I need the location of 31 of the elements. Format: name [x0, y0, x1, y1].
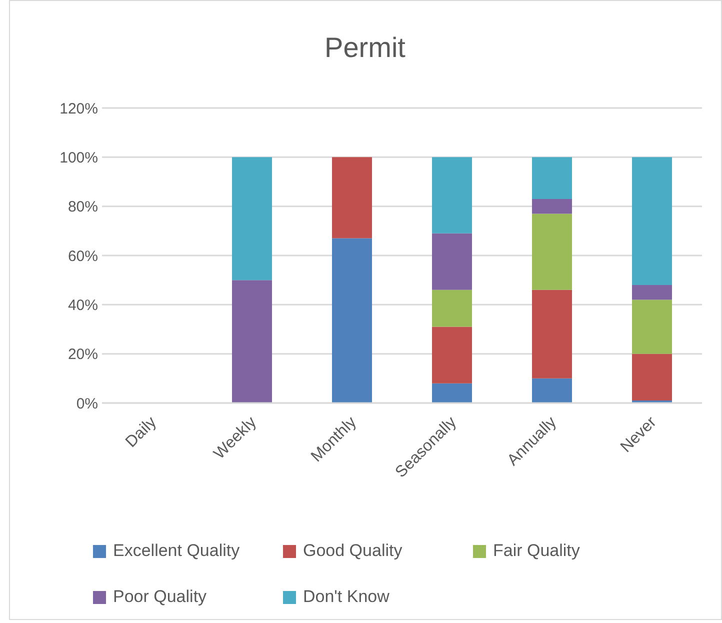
- bar: [532, 378, 572, 403]
- legend-label: Excellent Quality: [113, 541, 240, 561]
- y-tick-label: 80%: [68, 198, 98, 216]
- y-tick-label: 40%: [68, 296, 98, 314]
- legend-label: Good Quality: [303, 541, 402, 561]
- bar: [432, 383, 472, 403]
- y-tick-label: 100%: [60, 149, 98, 166]
- legend-label: Fair Quality: [493, 541, 580, 561]
- bar: [632, 157, 672, 285]
- bar: [332, 238, 372, 403]
- bar: [532, 157, 572, 199]
- bar: [532, 290, 572, 378]
- legend-label: Don't Know: [303, 587, 390, 607]
- chart-title: Permit: [324, 32, 406, 64]
- legend-label: Poor Quality: [113, 587, 207, 607]
- bar: [432, 290, 472, 327]
- bar: [232, 157, 272, 280]
- bar: [632, 354, 672, 401]
- bar: [432, 326, 472, 384]
- bar: [632, 300, 672, 354]
- y-tick-label: 120%: [60, 100, 98, 118]
- bar: [532, 198, 572, 214]
- bar: [232, 280, 272, 403]
- bar: [332, 157, 372, 238]
- bar: [432, 157, 472, 234]
- bar: [632, 285, 672, 300]
- y-tick-label: 20%: [68, 346, 98, 364]
- y-tick-label: 60%: [68, 248, 98, 265]
- bar: [532, 214, 572, 290]
- bar: [432, 233, 472, 290]
- y-tick-label: 0%: [76, 395, 98, 412]
